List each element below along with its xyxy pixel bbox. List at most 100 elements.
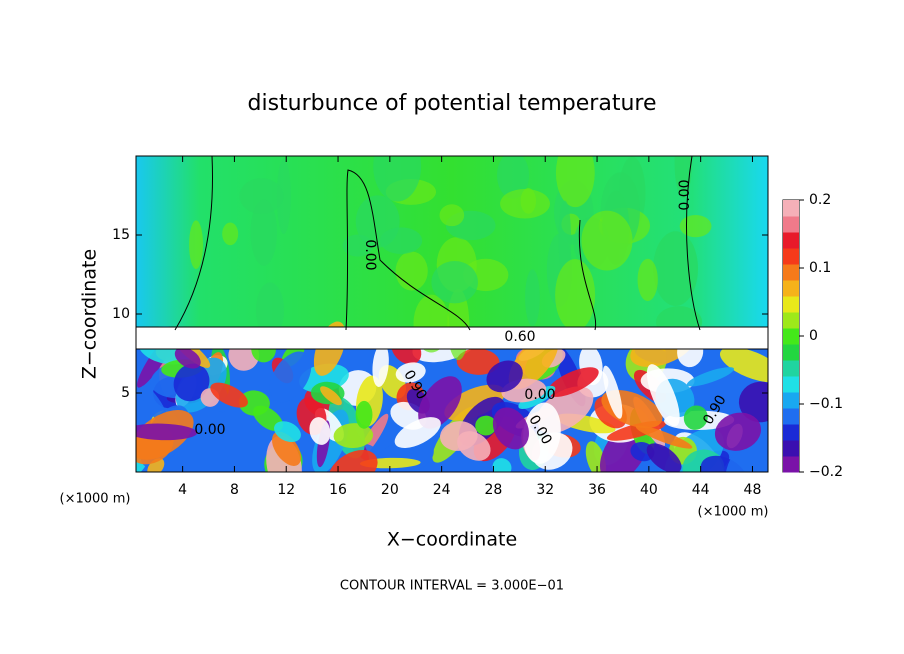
field-blob bbox=[238, 390, 270, 416]
contour bbox=[686, 156, 701, 331]
contour-label: 0.00 bbox=[362, 239, 378, 270]
contour bbox=[345, 169, 471, 331]
field-blob bbox=[222, 222, 239, 246]
colorbar-cell bbox=[783, 392, 799, 409]
x-tick-label: 24 bbox=[433, 482, 451, 498]
field-blob bbox=[725, 439, 761, 472]
colorbar-cell bbox=[783, 344, 799, 361]
field-blob bbox=[547, 367, 599, 397]
field-blob bbox=[418, 376, 462, 429]
colorbar-cell bbox=[783, 360, 799, 377]
y-tick-label: 10 bbox=[112, 306, 130, 322]
field-blob bbox=[686, 367, 735, 387]
x-tick-label: 44 bbox=[692, 482, 710, 498]
field-blob bbox=[674, 156, 692, 199]
colorbar-cell bbox=[783, 280, 799, 297]
field-blob bbox=[394, 417, 441, 449]
field-blob bbox=[309, 417, 331, 445]
colorbar-cell bbox=[783, 232, 799, 249]
colorbar-cell bbox=[783, 408, 799, 425]
x-tick-label: 28 bbox=[485, 482, 503, 498]
field bbox=[136, 156, 768, 472]
colorbar-cell bbox=[783, 216, 799, 233]
field-blob bbox=[255, 282, 285, 339]
contour-label: 0.60 bbox=[504, 329, 535, 345]
footer: CONTOUR INTERVAL = 3.000E−01 bbox=[340, 579, 564, 594]
contour bbox=[174, 156, 213, 331]
contour-label: 0.00 bbox=[194, 422, 225, 438]
colorbar-cell bbox=[783, 200, 799, 217]
y-axis-label: Z−coordinate bbox=[79, 249, 101, 379]
field-blob bbox=[320, 386, 342, 406]
field-blob bbox=[492, 407, 529, 450]
x-tick-label: 40 bbox=[640, 482, 658, 498]
field-blob bbox=[683, 405, 708, 430]
field-blob bbox=[646, 364, 680, 427]
field-blob bbox=[602, 365, 623, 419]
colorbar-tick-label: 0 bbox=[809, 328, 818, 344]
x-tick-label: 16 bbox=[329, 482, 347, 498]
colorbar-tick-label: 0.2 bbox=[809, 192, 831, 208]
field-blob bbox=[328, 450, 378, 472]
field-blob bbox=[276, 158, 291, 235]
colorbar-cell bbox=[783, 296, 799, 313]
field-blob bbox=[457, 431, 491, 461]
colorbar-cell bbox=[783, 376, 799, 393]
x-tick-label: 8 bbox=[230, 482, 239, 498]
contour-label: 0.00 bbox=[524, 387, 555, 403]
field-blob bbox=[500, 188, 550, 219]
field-blob bbox=[189, 220, 204, 270]
field-blob bbox=[431, 260, 478, 304]
x-tick-label: 32 bbox=[536, 482, 554, 498]
field-blob bbox=[395, 251, 428, 291]
colorbar-cell bbox=[783, 312, 799, 329]
chart-title: disturbunce of potential temperature bbox=[248, 91, 657, 116]
x-tick-label: 48 bbox=[744, 482, 762, 498]
field-blob bbox=[239, 178, 284, 215]
x-tick-label: 36 bbox=[588, 482, 606, 498]
field-blob bbox=[355, 400, 373, 429]
field-blob bbox=[646, 443, 682, 472]
field-blob bbox=[274, 421, 301, 443]
colorbar-tick-label: 0.1 bbox=[809, 260, 831, 276]
field-blob bbox=[486, 360, 523, 393]
colorbar-cell bbox=[783, 264, 799, 281]
colorbar-cell bbox=[783, 328, 799, 345]
field-blob bbox=[635, 425, 693, 449]
field-blob bbox=[271, 431, 302, 466]
field-blob bbox=[714, 412, 762, 451]
colorbar-cell bbox=[783, 440, 799, 457]
x-tick-label: 12 bbox=[277, 482, 295, 498]
field-blob bbox=[136, 423, 198, 441]
contour-label: 0.00 bbox=[677, 179, 693, 210]
colorbar-tick-label: −0.1 bbox=[809, 396, 843, 412]
field-blob bbox=[456, 348, 500, 375]
x-tick-label: 20 bbox=[381, 482, 399, 498]
x-unit: (×1000 m) bbox=[698, 505, 769, 520]
field-blob bbox=[395, 362, 426, 383]
field-blob bbox=[439, 204, 465, 227]
y-tick-label: 15 bbox=[112, 227, 130, 243]
y-tick-label: 5 bbox=[121, 385, 130, 401]
colorbar-cell bbox=[783, 424, 799, 441]
field-blob bbox=[497, 156, 530, 199]
field-blob bbox=[555, 156, 595, 208]
field-blob bbox=[523, 402, 561, 464]
field-blob bbox=[333, 423, 374, 449]
x-unit: (×1000 m) bbox=[60, 492, 131, 507]
field-blob bbox=[380, 227, 423, 255]
field-blob bbox=[581, 210, 633, 271]
field-blob bbox=[679, 214, 712, 238]
field-blob bbox=[269, 351, 312, 403]
x-axis-label: X−coordinate bbox=[387, 529, 517, 551]
field-blob bbox=[637, 258, 658, 302]
field-blob bbox=[738, 381, 768, 423]
colorbar-cell bbox=[783, 456, 799, 473]
colorbar-tick-label: −0.2 bbox=[809, 464, 843, 480]
field-blob bbox=[555, 259, 596, 331]
field-blob bbox=[525, 269, 540, 327]
contour bbox=[578, 219, 597, 331]
field-band bbox=[136, 326, 768, 350]
field-blob bbox=[174, 347, 201, 369]
